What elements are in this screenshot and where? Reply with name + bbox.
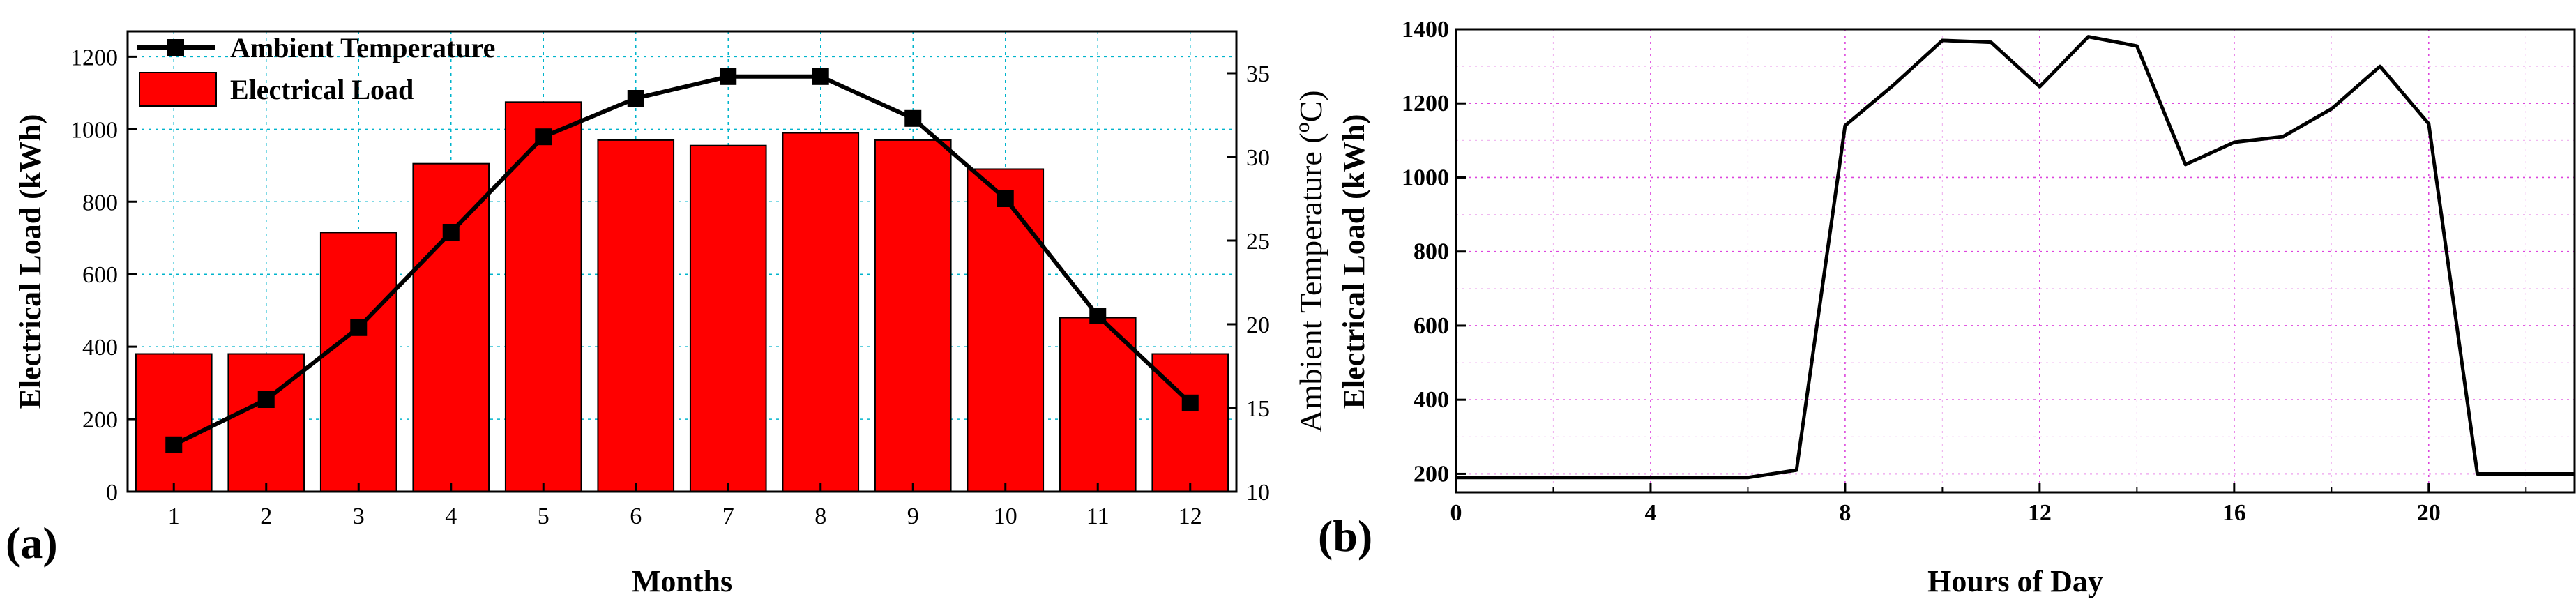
x-tick-label: 1 (168, 503, 180, 529)
x-tick-label: 8 (815, 503, 826, 529)
y2-label-sup: o (1291, 122, 1314, 132)
panel-b-load-line (1456, 35, 2575, 480)
bar-electrical-load (412, 162, 490, 493)
panel-a-legend: Ambient Temperature Electrical Load (137, 32, 495, 107)
y2-tick-label: 15 (1246, 396, 1270, 422)
x-tick-label: 0 (1450, 500, 1462, 526)
legend-load-bar-swatch (139, 72, 217, 107)
bar-electrical-load (1059, 317, 1137, 492)
panel-b-plot-frame (1455, 28, 2576, 494)
y-tick-label: 1200 (70, 45, 118, 70)
panel-a-left-axis-ticks: 0 200 400 600 800 1000 1200 (70, 45, 137, 506)
y2-label-prefix: Ambient Temperature ( (1293, 132, 1328, 432)
bar-electrical-load (967, 168, 1045, 492)
legend-load-label: Electrical Load (230, 74, 414, 105)
panel-a-y-axis-label: Electrical Load (kWh) (13, 114, 47, 409)
temperature-point (350, 319, 368, 336)
panel-b-y-axis-ticks: 200 400 600 800 1000 1200 1400 (1402, 17, 1466, 487)
y2-tick-label: 35 (1246, 61, 1270, 87)
panel-b-x-axis-ticks: 0 4 8 12 16 20 (1450, 483, 2527, 526)
temperature-point (442, 224, 460, 241)
panel-a-x-axis-label: Months (632, 564, 732, 598)
load-series-line (1456, 35, 2575, 480)
y-tick-label: 600 (82, 262, 118, 288)
panel-a-plot-frame (126, 30, 1238, 493)
panel-a-y2-axis-label: Ambient Temperature (oC) (1291, 90, 1328, 432)
legend-temperature-marker-swatch (167, 39, 184, 56)
y-tick-label: 200 (1414, 461, 1449, 487)
legend-temperature-label: Ambient Temperature (230, 32, 495, 63)
x-tick-label: 7 (722, 503, 734, 529)
y2-tick-label: 10 (1246, 480, 1270, 506)
bar-electrical-load (227, 353, 305, 492)
x-tick-label: 3 (353, 503, 365, 529)
panel-b: 200 400 600 800 1000 1200 1400 0 4 8 12 16 20 Elect… (1318, 17, 2576, 598)
panel-a-right-axis-ticks: 10 15 20 25 30 35 (1227, 61, 1270, 506)
temperature-point (535, 128, 552, 146)
x-tick-label: 12 (1179, 503, 1202, 529)
panel-b-y-axis-label: Electrical Load (kWh) (1337, 114, 1371, 409)
bar-electrical-load (597, 139, 675, 492)
y-tick-label: 1000 (70, 117, 118, 143)
temperature-point (904, 109, 922, 127)
bar-electrical-load (874, 139, 952, 492)
y-tick-label: 1000 (1402, 165, 1449, 190)
x-tick-label: 6 (630, 503, 642, 529)
bar-electrical-load (319, 232, 397, 492)
panel-a-label: (a) (6, 518, 58, 568)
x-tick-label: 20 (2417, 500, 2441, 526)
x-tick-label: 9 (907, 503, 919, 529)
panel-a-temperature-line (165, 68, 1199, 453)
panel-a-bars (135, 101, 1229, 493)
bar-electrical-load (504, 101, 582, 493)
temperature-point (165, 436, 183, 453)
x-tick-label: 8 (1839, 500, 1851, 526)
temperature-point (1181, 394, 1199, 411)
x-tick-label: 2 (260, 503, 272, 529)
x-tick-label: 10 (994, 503, 1017, 529)
y-tick-label: 800 (82, 190, 118, 215)
temperature-point (997, 190, 1014, 207)
x-tick-label: 11 (1086, 503, 1109, 529)
temperature-point (627, 90, 644, 107)
y-tick-label: 400 (82, 335, 118, 361)
y-tick-label: 800 (1414, 239, 1449, 265)
bar-electrical-load (135, 353, 213, 492)
temperature-point (257, 391, 275, 408)
x-tick-label: 16 (2222, 500, 2246, 526)
panel-a-x-axis-ticks: 1 2 3 4 5 6 7 8 9 10 11 12 (168, 483, 1202, 529)
y-tick-label: 200 (82, 407, 118, 433)
temperature-point (812, 68, 829, 85)
bar-electrical-load (1151, 353, 1229, 492)
y-tick-label: 0 (106, 480, 118, 506)
y2-tick-label: 20 (1246, 312, 1270, 338)
temperature-point (1089, 308, 1107, 324)
y2-tick-label: 25 (1246, 229, 1270, 255)
y2-label-suffix: C) (1293, 90, 1328, 122)
x-tick-label: 4 (445, 503, 457, 529)
y-tick-label: 1400 (1402, 17, 1449, 43)
x-tick-label: 4 (1644, 500, 1656, 526)
temperature-series-line (172, 74, 1192, 447)
y-tick-label: 1200 (1402, 91, 1449, 116)
temperature-point (720, 68, 737, 85)
panel-b-label: (b) (1318, 511, 1372, 561)
bar-electrical-load (782, 132, 860, 492)
bar-electrical-load (689, 144, 767, 493)
x-tick-label: 5 (538, 503, 550, 529)
y-tick-label: 400 (1414, 387, 1449, 413)
panel-b-x-axis-label: Hours of Day (1927, 564, 2103, 598)
x-tick-label: 12 (2028, 500, 2052, 526)
y2-tick-label: 30 (1246, 145, 1270, 171)
y-tick-label: 600 (1414, 313, 1449, 339)
